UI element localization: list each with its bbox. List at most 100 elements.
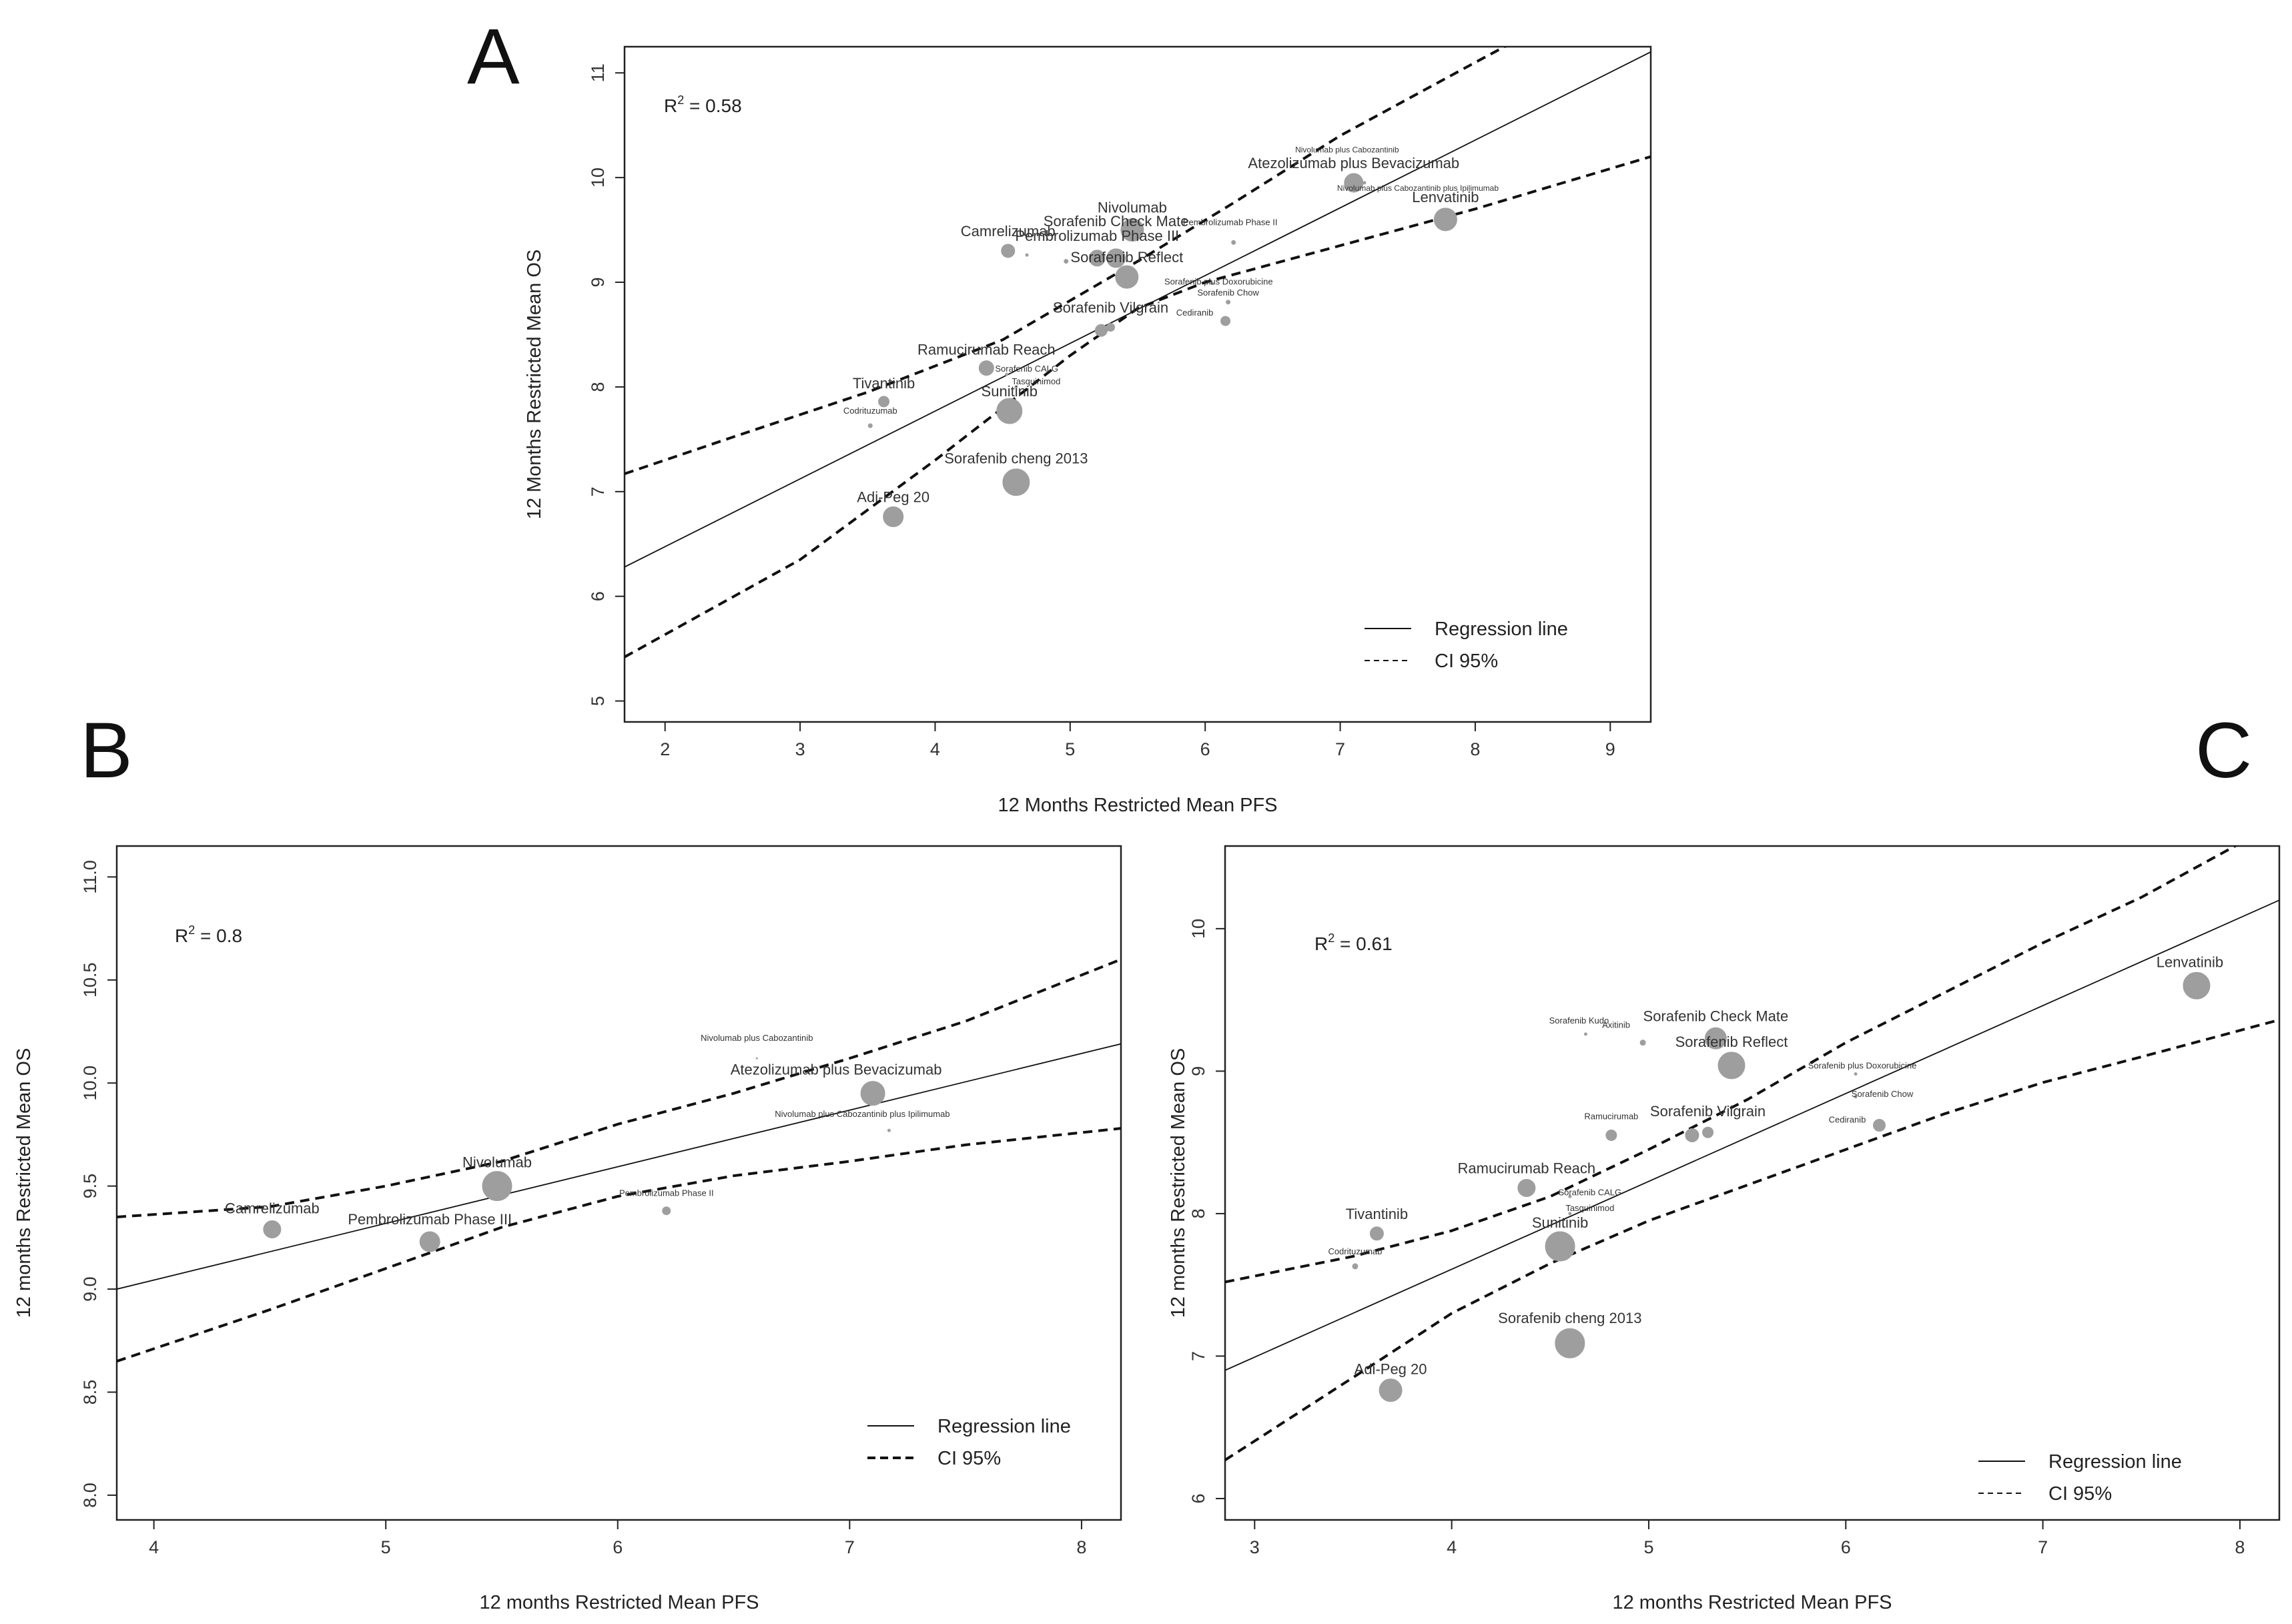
panel-a-point-label: Sunitinib bbox=[982, 383, 1038, 400]
panel-b-x-tick-label: 7 bbox=[845, 1537, 855, 1557]
panel-c-point-label: Codrituzumab bbox=[1328, 1246, 1382, 1256]
panel-a-point-ramucirumab bbox=[1094, 324, 1108, 337]
panel-a-point-axitinib bbox=[1064, 259, 1069, 264]
panel-b-point-label: Nivolumab plus Cabozantinib plus Ipilimu… bbox=[775, 1109, 949, 1119]
panel-c-point-cediranib bbox=[1872, 1119, 1886, 1132]
panel-b-plot-frame bbox=[115, 845, 1122, 1521]
panel-b-point-camrelizumab bbox=[263, 1220, 282, 1238]
panel-a-point-ramucirumab-reach bbox=[978, 360, 994, 376]
panel-a-point-label: Sorafenib Vilgrain bbox=[1053, 299, 1168, 316]
panel-b-x-tick-label: 5 bbox=[381, 1537, 391, 1557]
panel-b-point-label: Pembrolizumab Phase III bbox=[348, 1211, 512, 1228]
panel-a-point-sorafenib-calg bbox=[1005, 372, 1009, 376]
panel-c-y-tick-label: 10 bbox=[1188, 919, 1208, 939]
panel-a-point-label: Sorafenib cheng 2013 bbox=[944, 450, 1088, 467]
panel-c-point-label: Sorafenib Reflect bbox=[1675, 1034, 1788, 1050]
panel-b-x-tick-label: 8 bbox=[1076, 1537, 1086, 1557]
panel-c-point-label: Tasquinimod bbox=[1565, 1203, 1614, 1213]
panel-b-y-tick-label: 11.0 bbox=[80, 860, 100, 894]
panel-c-point-sorafenib-cheng-2013 bbox=[1555, 1328, 1585, 1358]
panel-a-y-tick-label: 8 bbox=[588, 382, 608, 392]
panel-c-x-tick-label: 6 bbox=[1841, 1537, 1851, 1557]
panel-c-point-adi-peg-20 bbox=[1379, 1378, 1403, 1402]
panel-a-point-sunitinib bbox=[996, 398, 1023, 424]
panel-c-point-label: Sunitinib bbox=[1532, 1214, 1588, 1231]
panel-a-point-label: Adi-Peg 20 bbox=[857, 488, 929, 505]
panel-a-x-tick-label: 4 bbox=[930, 739, 940, 759]
panel-b-r-squared: R2 = 0.8 bbox=[175, 923, 242, 946]
panel-c-x-tick-label: 5 bbox=[1643, 1537, 1653, 1557]
panel-b-point-label: Camrelizumab bbox=[225, 1200, 320, 1216]
panel-c-point-ramucirumab bbox=[1605, 1129, 1617, 1141]
panel-b-x-tick-label: 4 bbox=[149, 1537, 159, 1557]
panel-a-y-tick-label: 11 bbox=[588, 63, 608, 82]
panel-b-point-label: Atezolizumab plus Bevacizumab bbox=[731, 1062, 942, 1078]
panel-c-point-lenvatinib bbox=[2183, 971, 2211, 999]
panel-a-ci-lower-line bbox=[625, 155, 1651, 659]
panel-a-point-label: Lenvatinib bbox=[1412, 189, 1479, 206]
panel-c-point-label: Tivantinib bbox=[1346, 1206, 1408, 1222]
panel-a-x-tick-label: 5 bbox=[1065, 739, 1075, 759]
panel-c-point-sorafenib-kudo bbox=[1583, 1032, 1587, 1036]
panel-c-ci-upper-line bbox=[1225, 846, 2238, 1284]
panel-a-point-nivolumab-plus-cabozantinib-plus-ipilimumab bbox=[1363, 181, 1367, 185]
panel-c-legend-ci-label: CI 95% bbox=[2048, 1483, 2112, 1505]
panel-c-point-tasquinimod bbox=[1568, 1212, 1572, 1216]
panel-a-point-sorafenib-reflect bbox=[1115, 265, 1139, 289]
panel-a-point-tasquinimod bbox=[1014, 385, 1018, 389]
panel-c-y-tick-label: 7 bbox=[1188, 1351, 1208, 1361]
panel-a-point-nivolumab-plus-cabozantinib bbox=[1353, 165, 1355, 168]
panel-c-point-label: Sorafenib Vilgrain bbox=[1650, 1103, 1766, 1120]
panel-a-x-tick-label: 2 bbox=[660, 739, 670, 759]
panel-c-point-sorafenib-vilgrain-2 bbox=[1685, 1128, 1699, 1142]
panel-b-point-label: Pembrolizumab Phase II bbox=[619, 1188, 714, 1198]
panel-c-point-axitinib bbox=[1639, 1040, 1646, 1046]
panel-a-point-sorafenib-chow bbox=[1226, 300, 1231, 305]
panel-b-y-tick-label: 8.5 bbox=[80, 1380, 100, 1405]
panel-b-point-nivolumab-plus-cabozantinib bbox=[755, 1057, 758, 1060]
panel-a-legend-regression-label: Regression line bbox=[1435, 619, 1568, 640]
panel-b-x-axis-label: 12 months Restricted Mean PFS bbox=[479, 1592, 759, 1613]
panel-c-y-tick-label: 9 bbox=[1188, 1066, 1208, 1076]
panel-c-point-label: Sorafenib Check Mate bbox=[1643, 1007, 1789, 1024]
panel-a-y-tick-label: 9 bbox=[588, 278, 608, 288]
panel-c-y-tick-label: 6 bbox=[1188, 1493, 1208, 1503]
panel-b-point-atezolizumab-plus-bevacizumab bbox=[860, 1081, 885, 1106]
panel-a-point-adi-peg-20 bbox=[883, 506, 904, 527]
panel-a-x-tick-label: 3 bbox=[795, 739, 805, 759]
panel-c-point-label: Axitinib bbox=[1602, 1020, 1630, 1030]
panel-a-point-nivolumab bbox=[1120, 218, 1144, 242]
panel-b-point-label: Nivolumab bbox=[462, 1154, 532, 1171]
panel-c-x-axis-label: 12 months Restricted Mean PFS bbox=[1612, 1592, 1892, 1613]
panel-a-point-label: Tivantinib bbox=[853, 375, 915, 392]
panel-a-point-label: Sorafenib Chow bbox=[1197, 288, 1259, 298]
panel-a-point-label: Sorafenib CALG bbox=[995, 364, 1058, 374]
panel-b-point-nivolumab bbox=[482, 1171, 512, 1202]
panel-c-point-label: Ramucirumab bbox=[1584, 1111, 1638, 1121]
panel-b-x-tick-label: 6 bbox=[613, 1537, 623, 1557]
panel-a-point-cediranib bbox=[1220, 316, 1231, 326]
panel-a-point-label: Codrituzumab bbox=[843, 406, 897, 416]
panel-b-ci-upper-line bbox=[117, 958, 1121, 1218]
panel-c-point-label: Sorafenib Kudo bbox=[1549, 1016, 1609, 1026]
panel-a-point-label: Ramucirumab Reach bbox=[917, 342, 1056, 358]
panel-c-ci-lower-line bbox=[1225, 1018, 2279, 1461]
panel-b-y-tick-label: 10.5 bbox=[80, 962, 100, 997]
panel-a-point-label: Camrelizumab bbox=[961, 223, 1056, 240]
panel-a-point-label: Atezolizumab plus Bevacizumab bbox=[1248, 155, 1459, 171]
panel-a-point-pembrolizumab-phase-iii bbox=[1088, 250, 1106, 267]
panel-b-y-tick-label: 10.0 bbox=[80, 1066, 100, 1101]
panel-a-x-axis-label: 12 Months Restricted Mean PFS bbox=[998, 795, 1277, 816]
panel-letter-b: B bbox=[80, 707, 133, 795]
panel-a-x-tick-label: 7 bbox=[1335, 739, 1345, 759]
panel-b-point-label: Nivolumab plus Cabozantinib bbox=[701, 1033, 813, 1043]
panel-c-point-label: Sorafenib CALG bbox=[1558, 1187, 1621, 1197]
panel-c-point-sorafenib-vilgrain bbox=[1702, 1126, 1714, 1138]
panel-c-point-sorafenib-chow bbox=[1854, 1095, 1858, 1099]
panel-a-point-label: Tasquinimod bbox=[1012, 376, 1060, 386]
panel-c-plot-frame bbox=[1224, 845, 2281, 1521]
panel-a-x-tick-label: 6 bbox=[1200, 739, 1210, 759]
panel-c-r-squared: R2 = 0.61 bbox=[1314, 931, 1393, 954]
panel-c-plot: 3 4 5 6 7 8 6 7 8 9 10 12 months Restricted Mean PF… bbox=[1168, 845, 2281, 1613]
